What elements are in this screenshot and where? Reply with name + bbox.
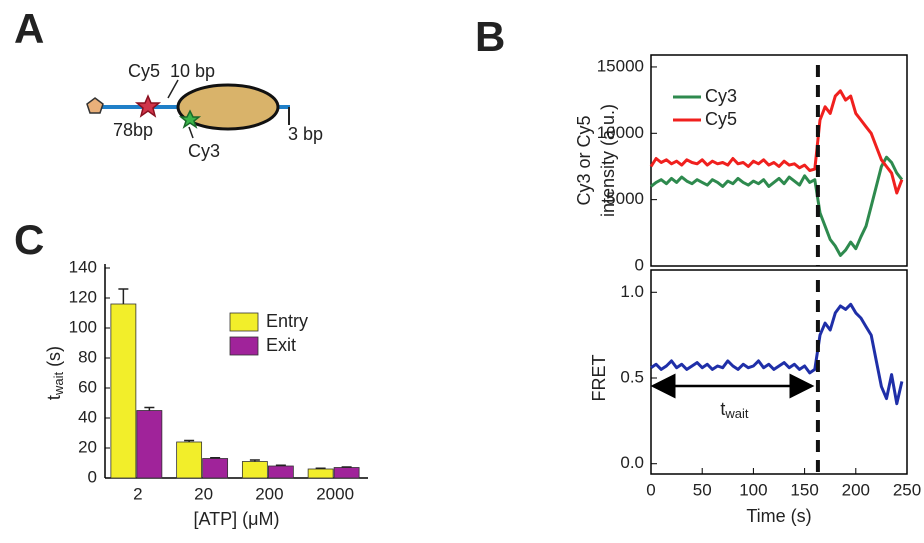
plot-frame xyxy=(650,54,908,267)
y-tick-label: 1.0 xyxy=(620,282,644,301)
legend-swatch xyxy=(229,336,259,356)
error-bar xyxy=(184,439,195,442)
annotation: twait xyxy=(720,399,749,422)
y-axis-label: FRET xyxy=(589,355,609,402)
x-tick-label: 150 xyxy=(790,480,818,499)
diagram-label: 78bp xyxy=(113,120,153,140)
pointer xyxy=(188,126,194,139)
diagram-label: 3 bp xyxy=(288,124,323,144)
y-tick-label: 120 xyxy=(69,287,97,306)
legend-label: Cy5 xyxy=(705,109,737,129)
x-tick-label: 200 xyxy=(255,484,283,503)
protein xyxy=(176,83,280,131)
bar xyxy=(333,467,360,479)
bar xyxy=(267,465,294,479)
trace xyxy=(650,302,904,406)
error-bar xyxy=(249,459,260,462)
y-tick-label: 100 xyxy=(69,317,97,336)
legend-label: Entry xyxy=(266,311,308,331)
y-tick-label: 20 xyxy=(78,437,97,456)
dna-diagram: Cy5 10 bp 78bp Cy3 3 bp xyxy=(86,61,323,161)
bar xyxy=(176,441,203,479)
panel-label: A xyxy=(14,5,44,52)
y-tick-label: 80 xyxy=(78,347,97,366)
y-axis-label: twait (s) xyxy=(44,346,67,400)
y-tick-label: 60 xyxy=(78,377,97,396)
y-tick-label: 15000 xyxy=(597,56,644,75)
bar xyxy=(136,410,163,479)
diagram-label: Cy5 xyxy=(128,61,160,81)
diagram-label: Cy3 xyxy=(188,141,220,161)
y-axis-label-tail: (s) xyxy=(44,346,64,372)
plot-frame xyxy=(650,269,908,475)
trace xyxy=(650,155,904,257)
error-bar xyxy=(315,467,326,469)
cy5-star xyxy=(134,94,162,118)
y-tick-label: 0 xyxy=(635,255,644,274)
y-axis-label: Cy3 or Cy5 xyxy=(574,115,594,205)
y-tick-label: 140 xyxy=(69,257,97,276)
x-tick-label: 20 xyxy=(194,484,213,503)
pointer xyxy=(167,79,179,99)
legend-swatch xyxy=(229,312,259,332)
annotation-sub: wait xyxy=(724,406,749,421)
x-tick-label: 2 xyxy=(133,484,142,503)
bar xyxy=(241,461,268,479)
legend-label: Cy3 xyxy=(705,86,737,106)
y-tick-label: 0.5 xyxy=(620,367,644,386)
x-tick-label: 2000 xyxy=(316,484,354,503)
y-tick-label: 10000 xyxy=(597,123,644,142)
bar xyxy=(110,303,137,479)
diagram-label: 10 bp xyxy=(170,61,215,81)
bar xyxy=(202,458,229,479)
panel-label: C xyxy=(14,216,44,263)
error-bar xyxy=(144,406,155,411)
annotation-main: t xyxy=(720,399,725,419)
legend-label: Exit xyxy=(266,335,296,355)
x-tick-label: 100 xyxy=(739,480,767,499)
error-bar xyxy=(210,457,221,459)
x-axis-label: Time (s) xyxy=(746,506,811,526)
y-tick-label: 0.0 xyxy=(620,453,644,472)
y-axis-label: intensity (a.u.) xyxy=(598,104,618,217)
y-tick-label: 40 xyxy=(78,407,97,426)
y-axis-label-sub: wait xyxy=(51,372,66,397)
cy3-star xyxy=(178,109,202,129)
x-tick-label: 200 xyxy=(842,480,870,499)
y-tick-label: 5000 xyxy=(606,189,644,208)
x-axis-label: [ATP] (μM) xyxy=(193,509,279,529)
error-bar xyxy=(118,288,129,304)
panel-label: B xyxy=(475,13,505,60)
x-tick-label: 250 xyxy=(893,480,921,499)
error-bar xyxy=(275,464,286,466)
bar xyxy=(307,468,334,479)
y-tick-label: 0 xyxy=(88,467,97,486)
x-tick-label: 50 xyxy=(693,480,712,499)
y-axis-label-main: t xyxy=(44,395,64,400)
trace xyxy=(649,89,904,195)
biotin xyxy=(86,97,104,114)
x-tick-label: 0 xyxy=(646,480,655,499)
